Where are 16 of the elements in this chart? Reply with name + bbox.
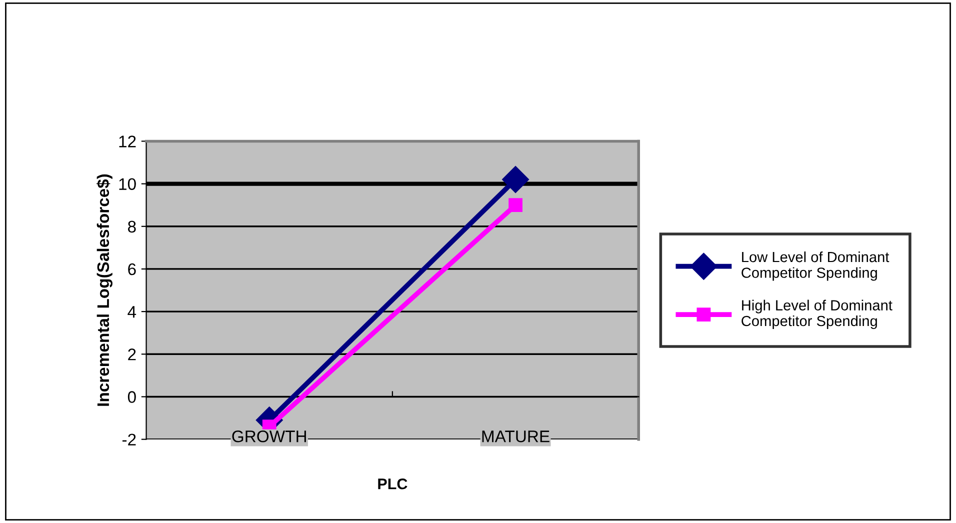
- y-axis-title: Incremental Log(Salesforce$): [96, 174, 112, 406]
- x-tick-label: MATURE: [482, 430, 550, 442]
- point: [502, 166, 529, 193]
- y-tick-label: -2: [122, 434, 136, 446]
- y-tick-label: 10: [119, 178, 136, 190]
- legend-label: High Level of Dominant Competitor Spending: [742, 300, 892, 330]
- y-tick-label: 8: [128, 220, 136, 233]
- x-axis-title: PLC: [378, 478, 408, 490]
- y-tick-label: 12: [119, 136, 136, 148]
- point: [508, 198, 522, 212]
- x-tick-label: GROWTH: [232, 430, 306, 442]
- y-tick-label: 6: [128, 263, 136, 276]
- y-tick-label: 2: [128, 348, 136, 360]
- legend-label: Low Level of Dominant Competitor Spending: [742, 251, 890, 281]
- y-tick-label: 0: [128, 391, 136, 403]
- y-tick-label: 4: [128, 306, 136, 318]
